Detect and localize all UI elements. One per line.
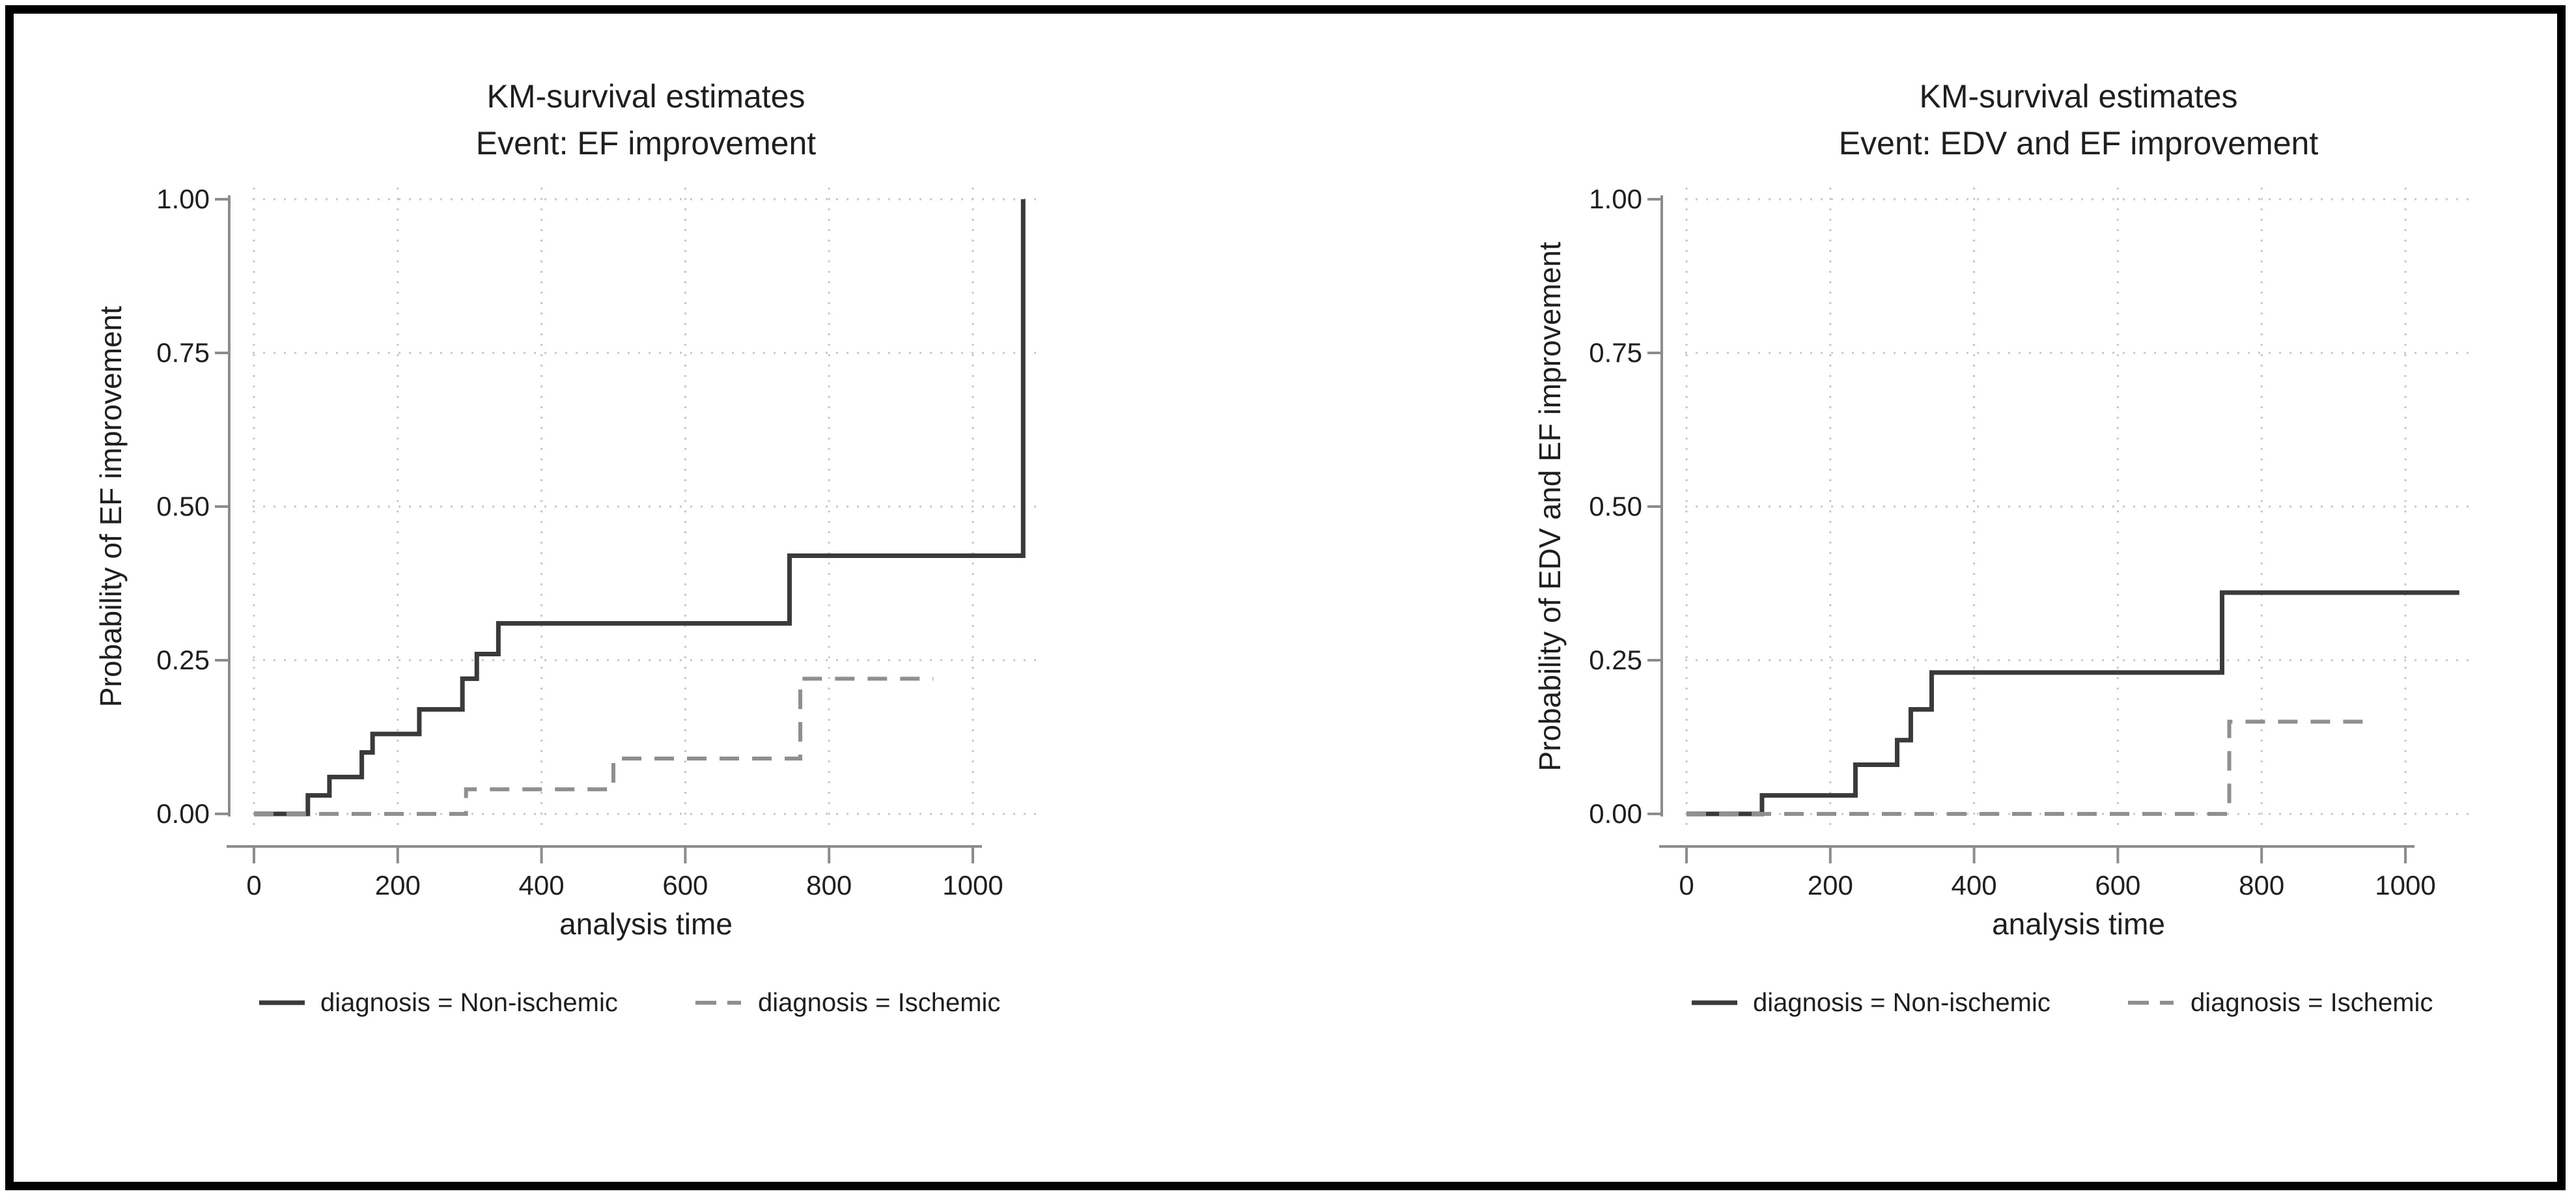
x-tick-label-right: 0 <box>1679 870 1694 900</box>
x-tick-label-right: 400 <box>1951 870 1997 900</box>
x-axis-title-left: analysis time <box>559 907 733 941</box>
legend-label-right-ischemic: diagnosis = Ischemic <box>2191 988 2433 1017</box>
y-tick-label-right: 0.25 <box>1589 645 1642 675</box>
x-tick-label-right: 1000 <box>2375 870 2436 900</box>
y-tick-label-right: 0.75 <box>1589 337 1642 368</box>
chart-title-left: KM-survival estimates <box>486 78 805 115</box>
y-tick-label-right: 1.00 <box>1589 184 1642 214</box>
x-tick-label-left: 400 <box>518 870 565 900</box>
x-tick-label-right: 600 <box>2095 870 2141 900</box>
x-tick-label-left: 800 <box>806 870 852 900</box>
y-tick-label-left: 0.50 <box>156 491 210 522</box>
x-tick-label-left: 1000 <box>942 870 1003 900</box>
x-tick-label-left: 200 <box>374 870 421 900</box>
x-tick-label-right: 800 <box>2239 870 2285 900</box>
y-tick-label-left: 0.00 <box>156 798 210 829</box>
legend-label-left-non-ischemic: diagnosis = Non-ischemic <box>320 988 618 1017</box>
y-tick-label-left: 0.75 <box>156 337 210 368</box>
chart-title-right: KM-survival estimates <box>1919 78 2238 115</box>
y-tick-label-left: 0.25 <box>156 645 210 675</box>
km-curve-right-ischemic <box>1687 719 2366 816</box>
x-tick-label-left: 600 <box>662 870 708 900</box>
legend-label-right-non-ischemic: diagnosis = Non-ischemic <box>1753 988 2051 1017</box>
y-tick-label-right: 0.50 <box>1589 491 1642 522</box>
km-curve-left-non-ischemic <box>254 199 1026 816</box>
legend-label-left-ischemic: diagnosis = Ischemic <box>758 988 1001 1017</box>
figure-border <box>5 5 2566 1190</box>
y-tick-label-left: 1.00 <box>156 184 210 214</box>
chart-subtitle-right: Event: EDV and EF improvement <box>1838 125 2319 161</box>
chart-subtitle-left: Event: EF improvement <box>475 125 817 161</box>
km-curve-right-non-ischemic <box>1687 590 2459 816</box>
x-axis-title-right: analysis time <box>1992 907 2165 941</box>
km-curve-left-ischemic <box>254 677 934 816</box>
x-tick-label-right: 200 <box>1807 870 1853 900</box>
x-tick-label-left: 0 <box>246 870 262 900</box>
y-tick-label-right: 0.00 <box>1589 798 1642 829</box>
